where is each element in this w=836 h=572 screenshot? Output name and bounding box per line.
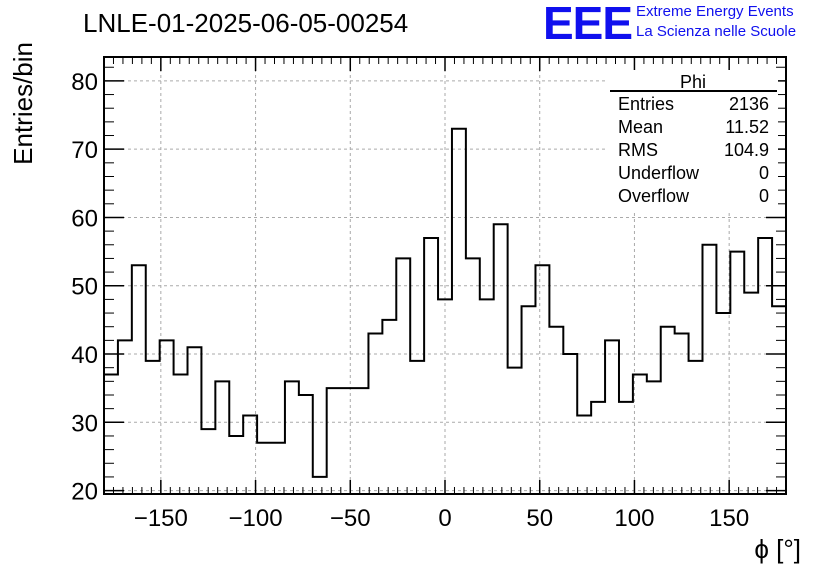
histogram-bin <box>466 258 480 494</box>
histogram-bin <box>299 395 313 494</box>
histogram-bin <box>605 340 619 494</box>
histogram-bin <box>661 327 675 494</box>
stats-value: 11.52 <box>725 117 769 137</box>
histogram-bin <box>619 402 633 494</box>
x-tick-label: 0 <box>438 505 451 532</box>
histogram-outline <box>104 127 786 478</box>
stats-label: Entries <box>618 94 674 114</box>
histogram-bin <box>591 402 605 494</box>
stats-value: 0 <box>759 163 769 183</box>
histogram-bin <box>174 375 188 494</box>
plot-title: LNLE-01-2025-06-05-00254 <box>83 8 409 38</box>
stats-label: Mean <box>618 117 663 137</box>
stats-label: Underflow <box>618 163 700 183</box>
histogram-bin <box>424 238 438 494</box>
histogram-bin <box>229 436 243 494</box>
histogram-bin <box>563 354 577 494</box>
histogram-bin <box>480 299 494 494</box>
histogram-bin <box>716 313 730 494</box>
y-tick-label: 30 <box>71 410 98 437</box>
histogram-bin <box>257 443 271 494</box>
histogram-bin <box>522 306 536 494</box>
histogram-bin <box>702 245 716 494</box>
x-tick-label: 100 <box>614 505 654 532</box>
logo-caption: Extreme Energy Events La Scienza nelle S… <box>636 2 796 42</box>
histogram-bin <box>382 320 396 494</box>
stats-box <box>608 70 778 210</box>
y-tick-label: 50 <box>71 274 98 301</box>
histogram-bin <box>494 224 508 494</box>
histogram-bin <box>549 327 563 494</box>
histogram-bin <box>730 252 744 494</box>
stats-title: Phi <box>680 72 706 92</box>
histogram-bin <box>772 306 786 494</box>
y-tick-label: 40 <box>71 342 98 369</box>
histogram-bin <box>535 265 549 494</box>
logo-line-1: Extreme Energy Events <box>636 3 794 20</box>
stats-label: Overflow <box>618 186 690 206</box>
x-tick-label: −100 <box>229 505 283 532</box>
histogram-bin <box>285 381 299 494</box>
y-tick-label: 60 <box>71 205 98 232</box>
stats-value: 0 <box>759 186 769 206</box>
eee-logo: EEE <box>543 0 633 49</box>
histogram-bin <box>341 388 355 494</box>
histogram-bin <box>104 375 118 494</box>
histogram-bin <box>188 347 202 494</box>
histogram-bin <box>132 265 146 494</box>
stats-value: 104.9 <box>724 140 769 160</box>
histogram-bin <box>146 361 160 494</box>
histogram-bin <box>452 129 466 494</box>
histogram-bin <box>355 388 369 494</box>
histogram-bin <box>675 334 689 494</box>
histogram-bin <box>577 415 591 494</box>
histogram-bin <box>271 443 285 494</box>
stats-value: 2136 <box>729 94 769 114</box>
histogram-bin <box>160 340 174 494</box>
histogram-bin <box>215 381 229 494</box>
x-tick-label: −50 <box>330 505 371 532</box>
x-tick-label: 50 <box>526 505 553 532</box>
histogram-bin <box>689 361 703 494</box>
y-tick-label: 80 <box>71 69 98 96</box>
x-axis-label: ϕ [°] <box>754 534 801 564</box>
x-tick-label: 150 <box>709 505 749 532</box>
histogram-bin <box>313 477 327 494</box>
histogram-bin <box>633 375 647 494</box>
stats-label: RMS <box>618 140 658 160</box>
x-tick-label: −150 <box>134 505 188 532</box>
histogram-bin <box>396 258 410 494</box>
histogram-bin <box>508 368 522 494</box>
histogram-bin <box>410 361 424 494</box>
histogram-bin <box>201 429 215 494</box>
y-tick-label: 20 <box>71 479 98 506</box>
histogram-bin <box>118 340 132 494</box>
y-tick-label: 70 <box>71 137 98 164</box>
histogram-bin <box>744 293 758 494</box>
histogram-bin <box>327 388 341 494</box>
histogram-bin <box>368 334 382 494</box>
histogram-bin <box>758 238 772 494</box>
histogram-bin <box>647 381 661 494</box>
y-axis-label: Entries/bin <box>8 42 38 165</box>
logo-line-2: La Scienza nelle Scuole <box>636 23 797 40</box>
